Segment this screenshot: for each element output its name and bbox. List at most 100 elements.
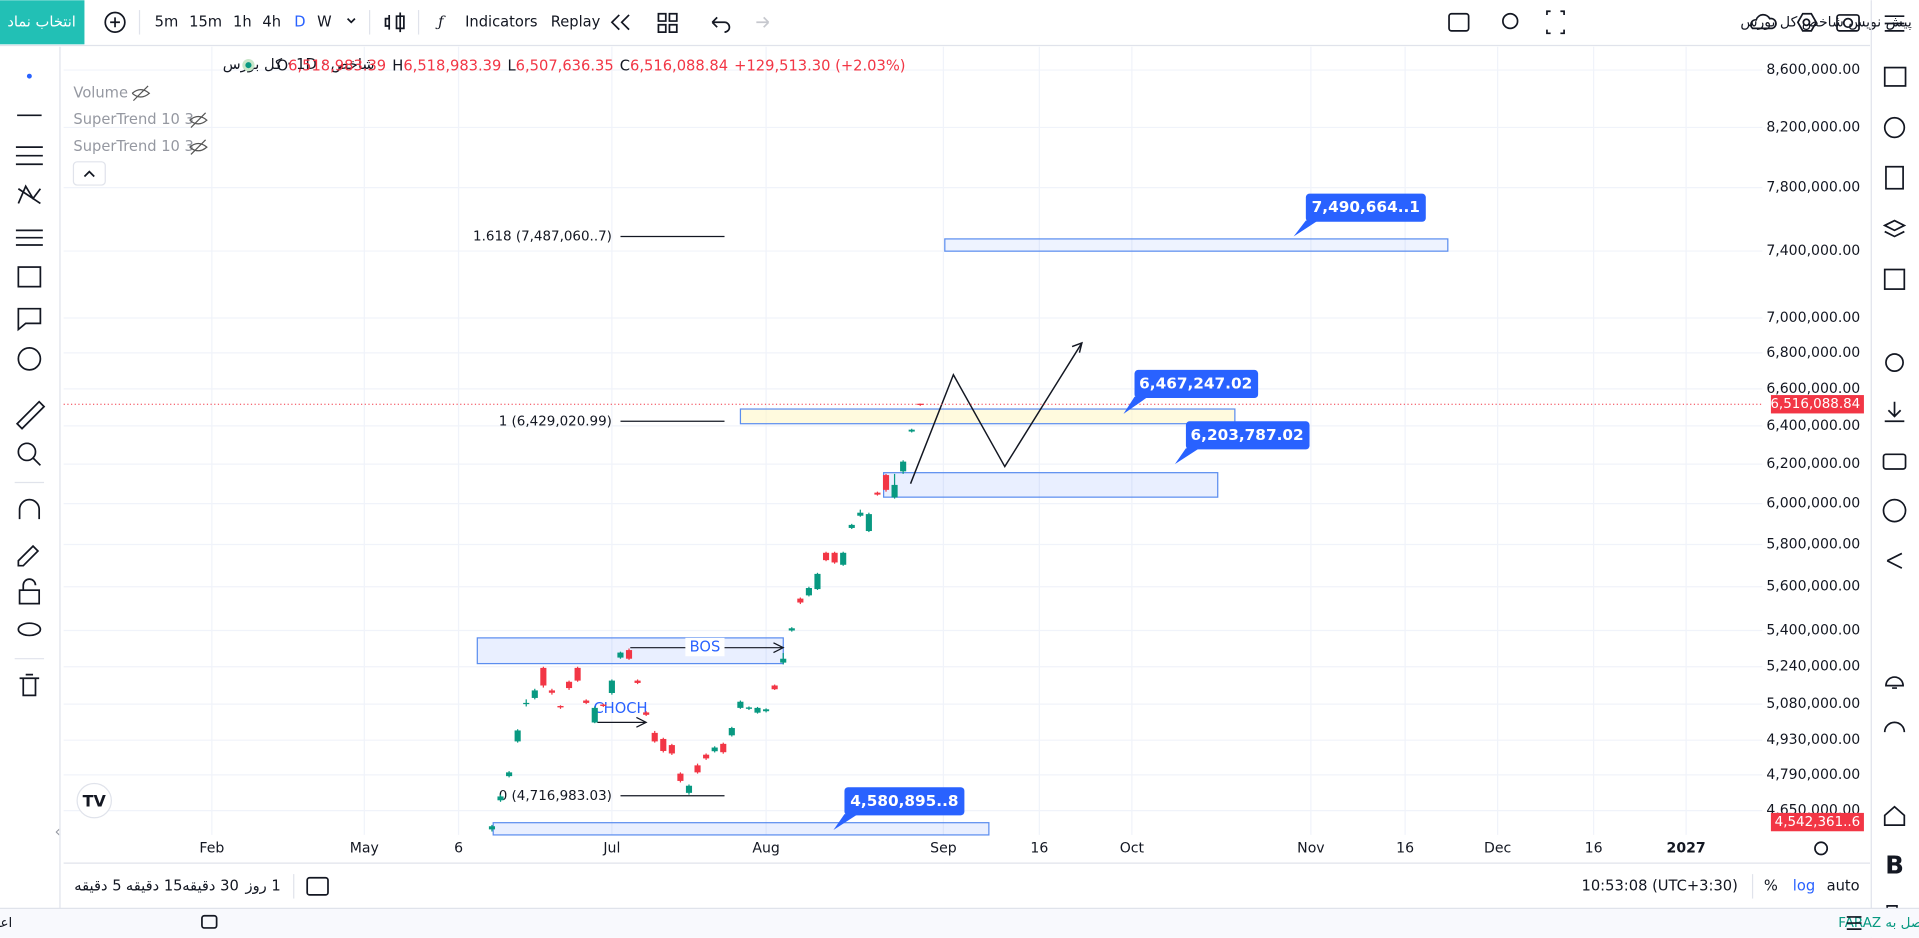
layout-name[interactable]: پیش نویس شاخص کل بورس xyxy=(1740,14,1912,30)
collapse-toolbar[interactable]: ‹ xyxy=(55,823,61,840)
interval-button-active[interactable]: D xyxy=(294,13,305,30)
zone-rectangle[interactable] xyxy=(739,408,1236,425)
clock[interactable]: 10:53:08 (UTC+3:30) xyxy=(1582,877,1738,894)
last-price-label: 6,516,088.84 xyxy=(1770,397,1860,412)
symbol-button-label[interactable]: انتخاب نماد xyxy=(7,13,76,30)
notifications-icon[interactable] xyxy=(1885,676,1904,689)
notes-icon[interactable] xyxy=(1885,165,1904,190)
hidden-icon[interactable] xyxy=(131,85,151,102)
callout[interactable] xyxy=(1305,193,1426,222)
interval-button[interactable]: 5m xyxy=(155,13,179,30)
profile-icon[interactable] xyxy=(1882,498,1907,523)
alerts-icon[interactable] xyxy=(1883,116,1906,139)
replay-icon[interactable] xyxy=(610,14,630,31)
hide-tool[interactable] xyxy=(17,622,42,637)
symbol-button[interactable] xyxy=(0,0,85,45)
measure-tool[interactable] xyxy=(15,400,46,430)
calendar-icon[interactable] xyxy=(1883,268,1906,290)
broker-logo[interactable]: B xyxy=(1885,851,1904,880)
lock-tool[interactable] xyxy=(18,589,41,605)
fib-tool[interactable] xyxy=(15,146,43,166)
connection-status: اتصال: متصل به FARAZ xyxy=(1838,916,1919,931)
callout[interactable] xyxy=(844,787,965,816)
range-button[interactable]: 30 دقیقه xyxy=(182,877,239,894)
menu-icon[interactable] xyxy=(1884,15,1905,32)
alert-icon[interactable] xyxy=(1502,12,1519,30)
text-tool[interactable] xyxy=(17,307,42,332)
logo-badge[interactable] xyxy=(76,782,112,819)
status-bar: اعتبار: 25 روز و 03:53:38 (شارژ) اتصال: … xyxy=(0,907,1919,938)
range-button[interactable]: 5 دقیقه xyxy=(74,877,121,894)
shape-tool[interactable] xyxy=(17,266,42,288)
hidden-icon[interactable] xyxy=(189,139,208,155)
x-tick-label: Oct xyxy=(1120,840,1145,856)
range-button[interactable]: 15 دقیقه xyxy=(126,877,183,894)
projection-arrowhead xyxy=(1071,341,1083,353)
candle-body xyxy=(737,701,744,708)
share-icon[interactable] xyxy=(1886,552,1903,569)
interval-button[interactable]: W xyxy=(317,13,332,30)
layers-icon[interactable] xyxy=(1882,219,1907,238)
candle-body xyxy=(711,747,718,752)
prediction-tool[interactable] xyxy=(15,229,43,246)
layout-icon[interactable] xyxy=(657,12,678,33)
fullscreen-icon[interactable] xyxy=(1546,10,1565,35)
log-toggle[interactable]: log xyxy=(1793,877,1815,894)
delete-tool[interactable] xyxy=(19,673,40,697)
indicator-name[interactable]: Volume xyxy=(73,84,128,101)
indicator-name[interactable]: SuperTrend 10 3 xyxy=(73,111,193,128)
y-tick-label: 6,200,000.00 xyxy=(1766,456,1860,472)
indicators-icon[interactable]: ƒ xyxy=(435,13,446,30)
drawing-mode-tool[interactable] xyxy=(17,544,40,567)
callout-tail xyxy=(1174,448,1200,465)
icon-tool[interactable] xyxy=(17,346,42,371)
candle-body xyxy=(625,650,633,659)
hidden-icon[interactable] xyxy=(189,112,208,128)
download-icon[interactable] xyxy=(1884,401,1905,423)
zoom-tool[interactable] xyxy=(17,442,37,462)
indicator-name[interactable]: SuperTrend 10 3 xyxy=(73,138,193,155)
zone-rectangle[interactable] xyxy=(883,472,1219,498)
support-icon[interactable] xyxy=(1883,721,1906,733)
cursor-tool[interactable] xyxy=(26,73,32,79)
projection-path[interactable] xyxy=(909,342,1083,484)
credit-icon xyxy=(201,914,218,929)
chart-type-icon[interactable] xyxy=(384,12,405,33)
axis-settings-icon[interactable] xyxy=(1814,841,1829,856)
magnet-tool[interactable] xyxy=(18,498,41,520)
y-tick-label: 6,800,000.00 xyxy=(1766,345,1860,361)
zone-rectangle[interactable] xyxy=(492,822,990,836)
home-icon[interactable] xyxy=(1883,805,1906,826)
callout[interactable] xyxy=(1185,421,1310,450)
interval-button[interactable]: 15m xyxy=(189,13,222,30)
replay-button[interactable]: Replay xyxy=(551,13,601,30)
auto-toggle[interactable]: auto xyxy=(1827,877,1860,894)
add-symbol-icon[interactable] xyxy=(104,11,126,33)
choch-arrow[interactable] xyxy=(597,716,648,728)
candle-body xyxy=(506,772,513,777)
pattern-tool[interactable] xyxy=(17,184,42,205)
symbol-title[interactable]: شاخص · 1D · کل بورس xyxy=(223,56,375,73)
percent-toggle[interactable]: % xyxy=(1764,877,1778,894)
ohlc-label: L xyxy=(507,57,516,74)
interval-button[interactable]: 1h xyxy=(233,13,252,30)
snapshot-icon[interactable] xyxy=(1836,14,1860,32)
fib-label: 0 (4,716,983.03) xyxy=(499,789,612,804)
undo-icon[interactable] xyxy=(711,16,731,33)
watchlist-icon[interactable] xyxy=(1883,66,1907,87)
interval-button[interactable]: 4h xyxy=(262,13,281,30)
zone-rectangle[interactable] xyxy=(944,238,1449,252)
object-tree-icon[interactable] xyxy=(1448,12,1470,32)
settings-icon[interactable] xyxy=(1796,12,1818,32)
range-button[interactable]: 1 روز xyxy=(244,877,280,894)
go-to-date-icon[interactable] xyxy=(306,876,329,896)
redo-icon[interactable] xyxy=(756,16,770,28)
collapse-legend[interactable] xyxy=(72,161,106,186)
cloud-icon[interactable] xyxy=(1750,13,1777,30)
settings-icon[interactable] xyxy=(1885,353,1904,372)
wallet-icon[interactable] xyxy=(1882,453,1907,470)
indicators-button[interactable]: Indicators xyxy=(465,13,537,30)
interval-dropdown[interactable] xyxy=(346,18,356,24)
callout[interactable] xyxy=(1134,369,1259,399)
